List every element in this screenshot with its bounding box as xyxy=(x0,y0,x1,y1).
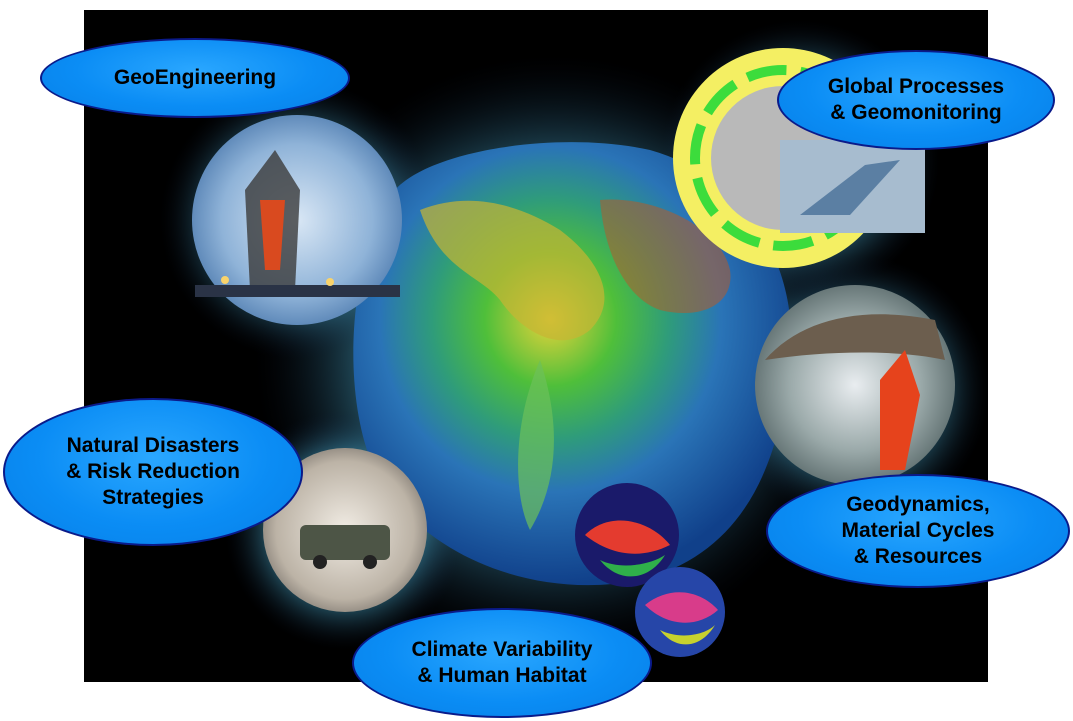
label-climate: Climate Variability & Human Habitat xyxy=(352,608,652,718)
geodynamics-photo xyxy=(755,285,955,485)
label-natural-disasters: Natural Disasters & Risk Reduction Strat… xyxy=(3,398,303,546)
label-geodynamics: Geodynamics, Material Cycles & Resources xyxy=(766,474,1070,588)
label-geoengineering: GeoEngineering xyxy=(40,38,350,118)
disaster-photo xyxy=(263,448,427,612)
geoengineering-photo xyxy=(192,115,402,325)
earth-globe xyxy=(353,142,792,586)
label-global-processes: Global Processes & Geomonitoring xyxy=(777,50,1055,150)
climate-globes xyxy=(575,483,725,657)
